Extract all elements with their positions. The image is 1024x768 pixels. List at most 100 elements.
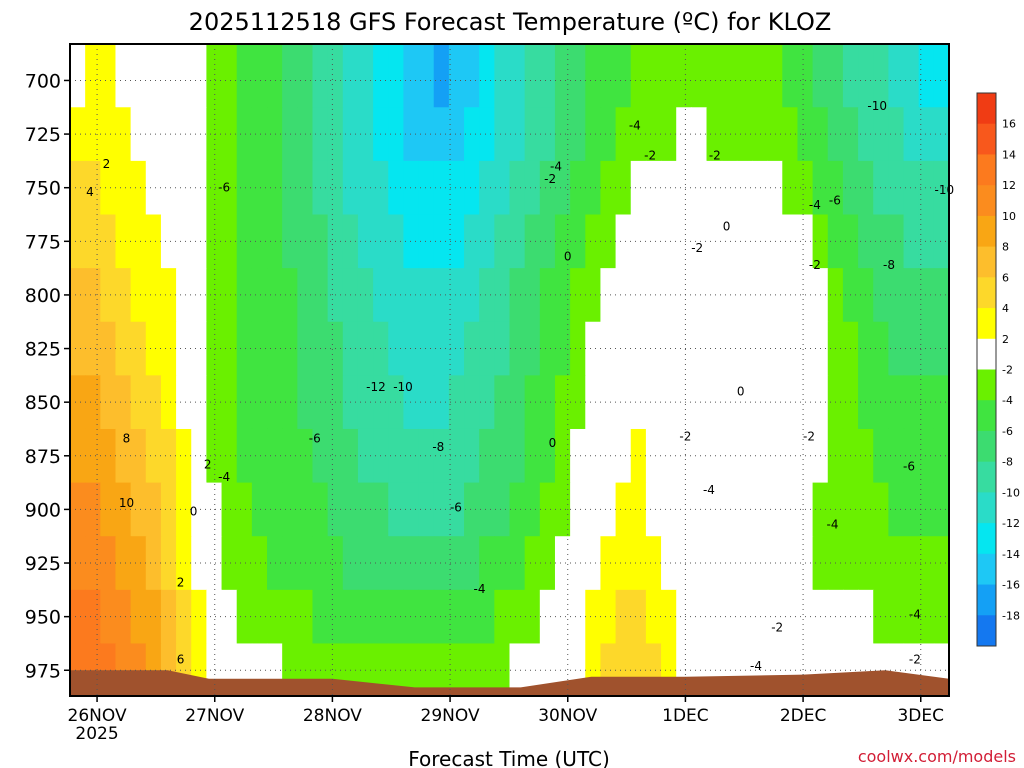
heat-cell <box>448 160 465 216</box>
heat-cell <box>933 44 950 108</box>
heat-cell <box>267 428 283 484</box>
heat-cell <box>464 214 480 269</box>
heat-cell <box>645 321 662 376</box>
heat-cell <box>176 428 192 484</box>
heat-cell <box>267 44 283 108</box>
heat-cell <box>721 321 738 376</box>
heat-cell <box>479 643 495 697</box>
heat-cell <box>721 482 738 537</box>
heat-cell <box>160 589 177 645</box>
heat-cell <box>236 321 253 376</box>
heat-cell <box>509 44 526 108</box>
colorbar: 16 14 12 10 8 6 4 2 -2 -4 -6 -8 -10 -12 -14 -16 -18 <box>976 92 1020 647</box>
contour-label: -4 <box>474 582 486 596</box>
heat-cell <box>585 536 602 591</box>
y-tick-label: 775 <box>25 231 61 253</box>
heat-cell <box>418 107 435 162</box>
heat-cell <box>70 107 86 162</box>
plot-frame <box>69 43 950 697</box>
heat-cell <box>615 536 632 591</box>
heat-cell <box>918 375 935 430</box>
contour-label: -2 <box>544 172 556 186</box>
heat-cell <box>645 268 662 323</box>
heat-cell <box>661 160 677 216</box>
heat-cell <box>539 214 556 269</box>
heat-cell <box>448 589 465 645</box>
heat-cell <box>918 321 935 376</box>
heat-cell <box>585 268 602 323</box>
heat-cell <box>751 321 768 376</box>
contour-label: -2 <box>771 620 783 634</box>
heat-cell <box>645 107 662 162</box>
heat-cell <box>464 160 480 216</box>
heat-cell <box>539 589 556 645</box>
heat-cell <box>706 536 723 591</box>
heat-cell <box>388 268 405 323</box>
contour-label: -6 <box>903 460 915 474</box>
heat-cell <box>570 321 586 376</box>
contour-label: -2 <box>691 241 703 255</box>
x-tick-label: 26NOV <box>68 706 127 726</box>
heat-cell <box>585 375 602 430</box>
heat-cell <box>464 482 480 537</box>
heat-cell <box>494 375 511 430</box>
heat-cell <box>251 214 268 269</box>
contour-label: -4 <box>909 608 921 622</box>
heat-cell <box>206 589 223 645</box>
heat-cell <box>145 428 162 484</box>
heat-cell <box>585 428 602 484</box>
heat-cell <box>388 214 405 269</box>
heat-cell <box>554 160 571 216</box>
heat-cell <box>676 589 692 645</box>
heat-cell <box>645 589 662 645</box>
contour-label: -6 <box>450 500 462 514</box>
heat-cell <box>539 536 556 591</box>
heat-cell <box>630 428 647 484</box>
heat-cell <box>661 214 677 269</box>
heat-cell <box>661 268 677 323</box>
heat-cell <box>115 375 132 430</box>
heat-cell <box>464 375 480 430</box>
heat-cell <box>251 321 268 376</box>
heat-cell <box>221 428 238 484</box>
contour-label: 0 <box>723 219 731 233</box>
heat-cell <box>130 589 147 645</box>
heat-cell <box>130 268 147 323</box>
heat-cell <box>176 321 192 376</box>
heat-cell <box>494 428 511 484</box>
heat-cell <box>100 589 117 645</box>
heat-cell <box>206 428 223 484</box>
heat-cell <box>585 321 602 376</box>
heat-cell <box>509 160 526 216</box>
heat-cell <box>464 44 480 108</box>
contour-label: -4 <box>550 159 562 173</box>
heat-cell <box>191 375 207 430</box>
heat-cell <box>691 44 708 108</box>
colorbar-label: 4 <box>1002 302 1009 315</box>
heat-cell <box>600 428 617 484</box>
heat-cell <box>524 321 541 376</box>
heat-cell <box>706 375 723 430</box>
contour-label: 10 <box>119 496 134 510</box>
heat-cell <box>615 107 632 162</box>
contour-label: -2 <box>803 429 815 443</box>
heat-cell <box>388 428 405 484</box>
contour-label: -8 <box>432 440 444 454</box>
heat-cell <box>570 214 586 269</box>
heat-cell <box>933 589 950 645</box>
heat-cell <box>494 643 511 697</box>
heat-cell <box>585 482 602 537</box>
heat-cell <box>751 268 768 323</box>
heat-cell <box>706 44 723 108</box>
heat-cell <box>600 107 617 162</box>
heat-cell <box>858 44 874 108</box>
heat-cell <box>509 268 526 323</box>
y-tick-label: 800 <box>25 285 61 307</box>
heat-cell <box>600 321 617 376</box>
temperature-field <box>70 44 950 697</box>
heat-cell <box>433 107 450 162</box>
heat-cell <box>676 428 692 484</box>
y-tick-label: 950 <box>25 607 61 629</box>
heat-cell <box>464 643 480 697</box>
heat-cell <box>600 375 617 430</box>
